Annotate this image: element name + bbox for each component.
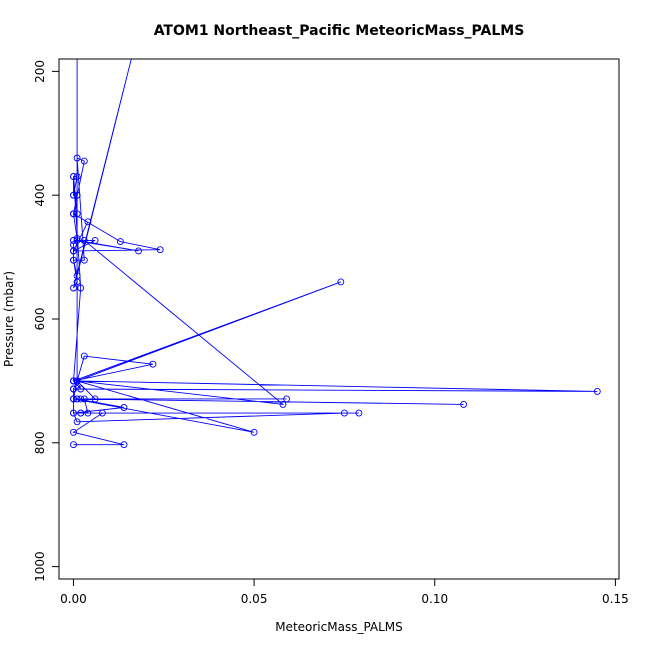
series-line xyxy=(72,58,598,446)
data-point xyxy=(70,256,77,264)
data-point xyxy=(80,395,88,403)
data-point xyxy=(120,441,128,449)
x-tick-label: 0.05 xyxy=(241,592,268,606)
data-point xyxy=(73,418,81,426)
data-point xyxy=(73,395,81,403)
data-point xyxy=(279,400,287,408)
y-tick-label: 600 xyxy=(33,308,47,331)
y-axis: 200 400 600 800 1000 xyxy=(33,60,59,582)
data-point xyxy=(73,278,81,286)
x-axis-label: MeteoricMass_PALMS xyxy=(275,620,403,634)
data-point xyxy=(77,284,85,292)
data-point xyxy=(77,409,85,417)
data-point xyxy=(340,409,348,417)
data-point xyxy=(70,409,77,417)
data-point xyxy=(70,385,77,393)
plot-frame xyxy=(58,58,620,580)
data-point xyxy=(70,173,77,181)
data-point xyxy=(70,210,77,218)
data-point xyxy=(80,256,88,264)
data-point xyxy=(73,173,81,181)
data-point xyxy=(73,236,81,244)
data-point xyxy=(120,404,128,411)
data-point xyxy=(80,157,88,165)
plot-area xyxy=(70,58,601,449)
data-point xyxy=(135,247,142,255)
data-point xyxy=(250,428,258,436)
y-axis-label: Pressure (mbar) xyxy=(2,271,16,367)
data-point xyxy=(73,191,81,199)
data-point xyxy=(73,235,81,242)
data-point xyxy=(156,246,164,254)
y-tick-label: 800 xyxy=(33,431,47,454)
data-point xyxy=(70,284,77,292)
data-point xyxy=(70,236,77,244)
data-point xyxy=(337,278,345,286)
data-point xyxy=(593,387,601,395)
data-point xyxy=(91,395,99,403)
data-point xyxy=(70,377,77,385)
data-point xyxy=(70,428,77,436)
data-point xyxy=(283,395,291,403)
data-point xyxy=(73,154,81,162)
x-tick-label: 0.15 xyxy=(602,592,629,606)
data-point xyxy=(73,210,81,218)
data-point xyxy=(91,236,99,244)
y-tick-label: 1000 xyxy=(33,551,47,582)
y-tick-label: 200 xyxy=(33,60,47,83)
data-point xyxy=(70,441,77,449)
chart-title: ATOM1 Northeast_Pacific MeteoricMass_PAL… xyxy=(154,23,525,39)
data-point xyxy=(149,360,157,368)
x-tick-label: 0.00 xyxy=(60,592,87,606)
data-point xyxy=(84,409,92,417)
x-tick-label: 0.10 xyxy=(421,592,448,606)
data-point xyxy=(116,238,124,246)
data-point xyxy=(98,409,106,417)
y-tick-label: 400 xyxy=(33,184,47,207)
data-point xyxy=(70,191,77,199)
data-point xyxy=(460,400,468,408)
data-point xyxy=(73,377,81,385)
data-point xyxy=(80,236,88,244)
data-point xyxy=(84,218,92,226)
data-point xyxy=(77,395,85,403)
data-point xyxy=(355,409,363,417)
data-point xyxy=(80,352,88,360)
x-axis: 0.00 0.05 0.10 0.15 xyxy=(60,579,629,606)
data-point xyxy=(70,241,77,249)
data-point xyxy=(77,385,85,393)
data-point xyxy=(70,395,77,403)
